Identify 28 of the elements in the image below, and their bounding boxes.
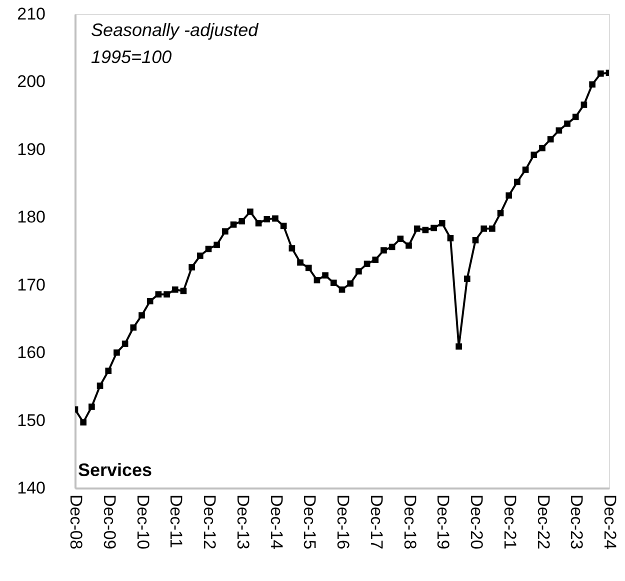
y-tick-label: 180	[17, 208, 46, 227]
x-tick-label: Dec-08	[66, 494, 86, 550]
x-tick-label: Dec-20	[467, 494, 486, 550]
y-tick-label: 190	[17, 140, 46, 159]
x-tick-label: Dec-14	[266, 494, 286, 550]
x-tick-label: Dec-09	[100, 494, 119, 550]
x-tick-label: Dec-23	[567, 494, 586, 550]
x-tick-label: Dec-13	[233, 494, 252, 550]
x-tick-label: Dec-16	[334, 494, 352, 550]
annotation: Seasonally -adjusted	[91, 20, 260, 40]
text: Services	[78, 460, 152, 480]
y-tick-label: 200	[17, 72, 46, 92]
x-tick-label: Dec-19	[434, 494, 453, 550]
x-tick-label: Dec-12	[200, 494, 219, 550]
x-tick-label: Dec-11	[166, 494, 186, 548]
x-tick-label: Dec-17	[366, 494, 386, 550]
annotation: 1995=100	[91, 47, 172, 67]
x-tick-label: Dec-10	[133, 494, 152, 550]
y-tick-label: 140	[17, 478, 46, 498]
y-tick-label: 150	[17, 410, 46, 430]
x-tick-label: Dec-21	[500, 494, 520, 550]
x-tick-label: Dec-24	[600, 494, 620, 550]
x-tick-label: Dec-22	[534, 494, 553, 550]
y-tick-label: 210	[17, 4, 46, 24]
y-tick-label: 170	[17, 275, 46, 294]
x-tick-label: Dec-18	[400, 494, 420, 550]
x-tick-label: Dec-15	[300, 494, 320, 550]
y-tick-label: 160	[17, 343, 46, 362]
